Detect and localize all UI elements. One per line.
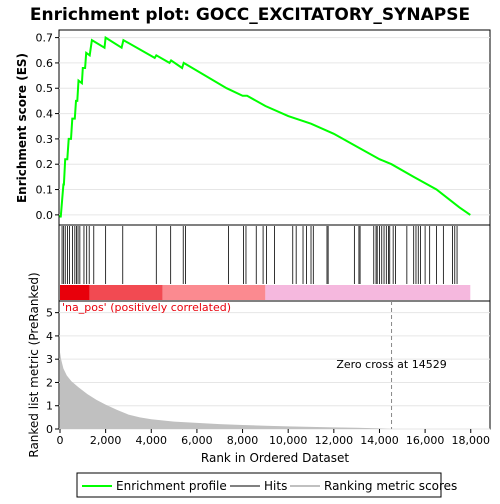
x-tick-label: 18,000 [451, 434, 490, 447]
metric-y-ticks: 0 1 2 3 4 5 [46, 307, 59, 436]
ranking-metric-area [60, 352, 392, 429]
positive-correlation-label: 'na_pos' (positively correlated) [62, 301, 231, 314]
x-tick-label: 4,000 [136, 434, 168, 447]
es-y-tick-label: 0.6 [36, 57, 54, 70]
es-y-ticks: 0.0 0.1 0.2 0.3 0.4 0.5 0.6 0.7 [36, 32, 59, 222]
x-tick-label: 14,000 [360, 434, 399, 447]
legend-label-enrichment: Enrichment profile [116, 479, 227, 493]
ranking-bar-segment [60, 285, 90, 300]
ranking-color-bar [60, 285, 471, 300]
es-y-tick-label: 0.0 [36, 209, 54, 222]
chart-title: Enrichment plot: GOCC_EXCITATORY_SYNAPSE [30, 5, 470, 25]
metric-y-tick-label: 4 [46, 330, 53, 343]
legend-item-ranking: Ranking metric scores [290, 479, 457, 493]
metric-x-ticks: 0 2,000 4,000 6,000 8,000 10,000 12,000 14,000 1… [57, 429, 490, 447]
legend-item-hits: Hits [230, 479, 287, 493]
x-tick-label: 10,000 [269, 434, 308, 447]
x-axis-label: Rank in Ordered Dataset [201, 451, 349, 465]
metric-y-tick-label: 5 [46, 307, 53, 320]
es-gridlines [59, 37, 490, 216]
es-profile-line [59, 35, 471, 218]
x-tick-label: 12,000 [315, 434, 354, 447]
metric-y-tick-label: 0 [46, 423, 53, 436]
metric-y-tick-label: 1 [46, 400, 53, 413]
metric-y-tick-label: 2 [46, 376, 53, 389]
zero-cross-label: Zero cross at 14529 [336, 358, 446, 371]
es-y-tick-label: 0.7 [36, 32, 54, 45]
x-tick-label: 16,000 [406, 434, 445, 447]
es-y-tick-label: 0.2 [36, 158, 54, 171]
ranking-bar-segment [162, 285, 266, 300]
es-y-tick-label: 0.5 [36, 82, 54, 95]
x-tick-label: 8,000 [227, 434, 259, 447]
legend-item-enrichment: Enrichment profile [82, 479, 227, 493]
metric-panel-frame [58, 300, 491, 430]
metric-y-axis-label: Ranked list metric (PreRanked) [27, 272, 41, 457]
legend-label-ranking: Ranking metric scores [324, 479, 457, 493]
x-tick-label: 6,000 [181, 434, 213, 447]
ranking-bar-segment [265, 285, 471, 300]
hit-lines [61, 226, 458, 284]
x-tick-label: 0 [57, 434, 64, 447]
legend-label-hits: Hits [264, 479, 287, 493]
es-y-tick-label: 0.1 [36, 184, 54, 197]
es-y-tick-label: 0.4 [36, 108, 54, 121]
ranking-bar-segment [89, 285, 163, 300]
x-tick-label: 2,000 [90, 434, 122, 447]
es-y-axis-label: Enrichment score (ES) [15, 53, 29, 203]
legend-box [76, 472, 442, 498]
es-panel-frame [58, 29, 491, 226]
metric-y-tick-label: 3 [46, 353, 53, 366]
es-y-tick-label: 0.3 [36, 133, 54, 146]
